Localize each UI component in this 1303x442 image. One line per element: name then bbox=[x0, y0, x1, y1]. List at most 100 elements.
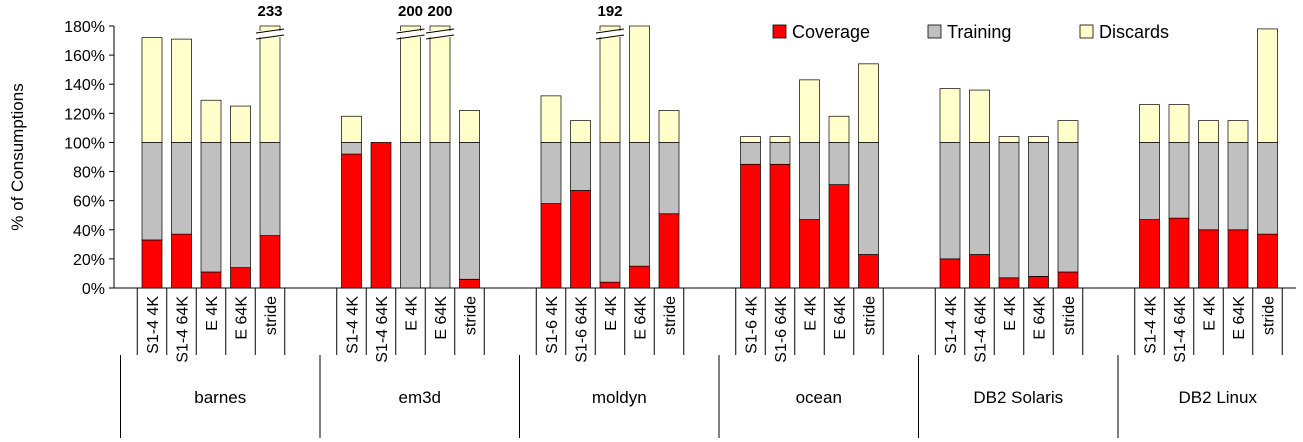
bar-segment-training bbox=[1139, 142, 1160, 220]
bar-segment-coverage bbox=[998, 277, 1020, 289]
bar-segment-discards bbox=[230, 105, 251, 143]
bar-segment-coverage bbox=[629, 265, 650, 289]
bar-segment-training bbox=[658, 142, 680, 215]
y-tick-label: 0% bbox=[82, 281, 105, 298]
bar-segment-coverage bbox=[1028, 276, 1049, 289]
bar-segment-training bbox=[141, 142, 163, 241]
category-label: stride bbox=[263, 296, 280, 335]
bar-segment-discards bbox=[200, 99, 222, 143]
category-label: S1-4 64K bbox=[1172, 296, 1189, 363]
bar-segment-training bbox=[998, 142, 1020, 279]
bar-segment-coverage bbox=[459, 278, 480, 289]
category-label: E 4K bbox=[1202, 296, 1219, 331]
bar-segment-training bbox=[570, 142, 591, 191]
category-label: S1-6 4K bbox=[544, 296, 561, 354]
overflow-value-label: 200 bbox=[398, 3, 423, 20]
category-label: S1-4 64K bbox=[374, 296, 391, 363]
bar-segment-coverage bbox=[1139, 219, 1160, 289]
bar-segment-training bbox=[939, 142, 961, 260]
axis-break-mark bbox=[396, 34, 425, 40]
bar-segment-discards bbox=[1139, 104, 1160, 143]
bar-segment-discards bbox=[1028, 136, 1049, 143]
y-tick-label: 140% bbox=[64, 77, 105, 94]
bar-segment-coverage bbox=[1227, 229, 1249, 289]
bar-segment-discards bbox=[171, 38, 192, 143]
y-axis-label: % of Consumptions bbox=[8, 83, 27, 230]
category-label: E 64K bbox=[832, 296, 849, 340]
category-label: E 64K bbox=[633, 296, 650, 340]
category-label: S1-4 64K bbox=[973, 296, 990, 363]
category-label: stride bbox=[463, 296, 480, 335]
bar-segment-training bbox=[828, 142, 850, 186]
bar-segment-discards bbox=[799, 79, 820, 143]
bar-segment-discards bbox=[1057, 120, 1079, 143]
category-label: S1-4 4K bbox=[145, 296, 162, 354]
overflow-value-label: 233 bbox=[257, 3, 282, 20]
bar-segment-coverage bbox=[858, 254, 879, 289]
bar-segment-training bbox=[769, 142, 791, 165]
axis-break-gap bbox=[258, 31, 282, 37]
bar-segment-training bbox=[400, 142, 421, 289]
bar-segment-discards bbox=[629, 25, 650, 143]
bar-segment-discards bbox=[400, 25, 421, 143]
category-label: E 4K bbox=[204, 296, 221, 331]
bar-segment-training bbox=[259, 142, 281, 236]
bar-segment-training bbox=[740, 142, 761, 165]
bar-segment-coverage bbox=[171, 233, 192, 289]
bar-segment-coverage bbox=[1057, 271, 1079, 289]
bar-segment-discards bbox=[939, 88, 961, 143]
bar-segment-coverage bbox=[740, 163, 761, 289]
overflow-value-label: 192 bbox=[597, 3, 622, 20]
bar-segment-training bbox=[1198, 142, 1219, 231]
bar-segment-training bbox=[341, 142, 362, 155]
bar-segment-coverage bbox=[599, 281, 621, 289]
bar-segment-training bbox=[1227, 142, 1249, 231]
bar-segment-discards bbox=[858, 63, 879, 143]
bar-segment-coverage bbox=[939, 258, 961, 289]
bar-segment-coverage bbox=[540, 203, 562, 289]
bar-segment-discards bbox=[998, 136, 1020, 143]
bar-segment-coverage bbox=[658, 213, 680, 289]
bar-segment-discards bbox=[1198, 120, 1219, 143]
bar-segment-discards bbox=[658, 110, 680, 143]
bar-segment-coverage bbox=[141, 239, 163, 289]
bar-segment-discards bbox=[1168, 104, 1190, 143]
legend-label-discards: Discards bbox=[1099, 22, 1169, 42]
y-tick-label: 100% bbox=[64, 135, 105, 152]
category-label: S1-4 64K bbox=[175, 296, 192, 363]
bar-segment-discards bbox=[459, 110, 480, 143]
bar-segment-discards bbox=[540, 95, 562, 143]
bar-segment-discards bbox=[740, 136, 761, 143]
category-label: E 4K bbox=[1002, 296, 1019, 331]
bar-segment-coverage bbox=[259, 235, 281, 289]
bar-segment-training bbox=[459, 142, 480, 280]
category-label: stride bbox=[662, 296, 679, 335]
bar-segment-discards bbox=[341, 115, 362, 143]
bar-segment-discards bbox=[969, 89, 990, 143]
bar-segment-discards bbox=[769, 136, 791, 143]
bar-segment-coverage bbox=[230, 267, 251, 289]
category-label: S1-6 64K bbox=[574, 296, 591, 363]
category-label: S1-4 4K bbox=[1143, 296, 1160, 354]
legend-swatch-training bbox=[927, 24, 942, 39]
bar-segment-training bbox=[799, 142, 820, 220]
bar-segment-discards bbox=[429, 25, 451, 143]
legend-label-training: Training bbox=[947, 22, 1011, 42]
bar-segment-coverage bbox=[828, 184, 850, 289]
legend-swatch-discards bbox=[1079, 24, 1094, 39]
category-label: E 4K bbox=[404, 296, 421, 331]
category-label: S1-6 4K bbox=[744, 296, 761, 354]
bar-segment-coverage bbox=[200, 271, 222, 289]
category-label: E 64K bbox=[234, 296, 251, 340]
axis-break-mark bbox=[595, 28, 625, 34]
y-tick-label: 60% bbox=[73, 194, 105, 211]
bar-segment-discards bbox=[259, 25, 281, 143]
bar-segment-training bbox=[429, 142, 451, 289]
legend-swatch-coverage bbox=[772, 24, 787, 39]
axis-break-mark bbox=[425, 34, 455, 40]
group-label: em3d bbox=[398, 388, 441, 407]
group-label: barnes bbox=[194, 388, 246, 407]
bar-segment-coverage bbox=[370, 142, 392, 289]
axis-break-mark bbox=[255, 28, 285, 34]
